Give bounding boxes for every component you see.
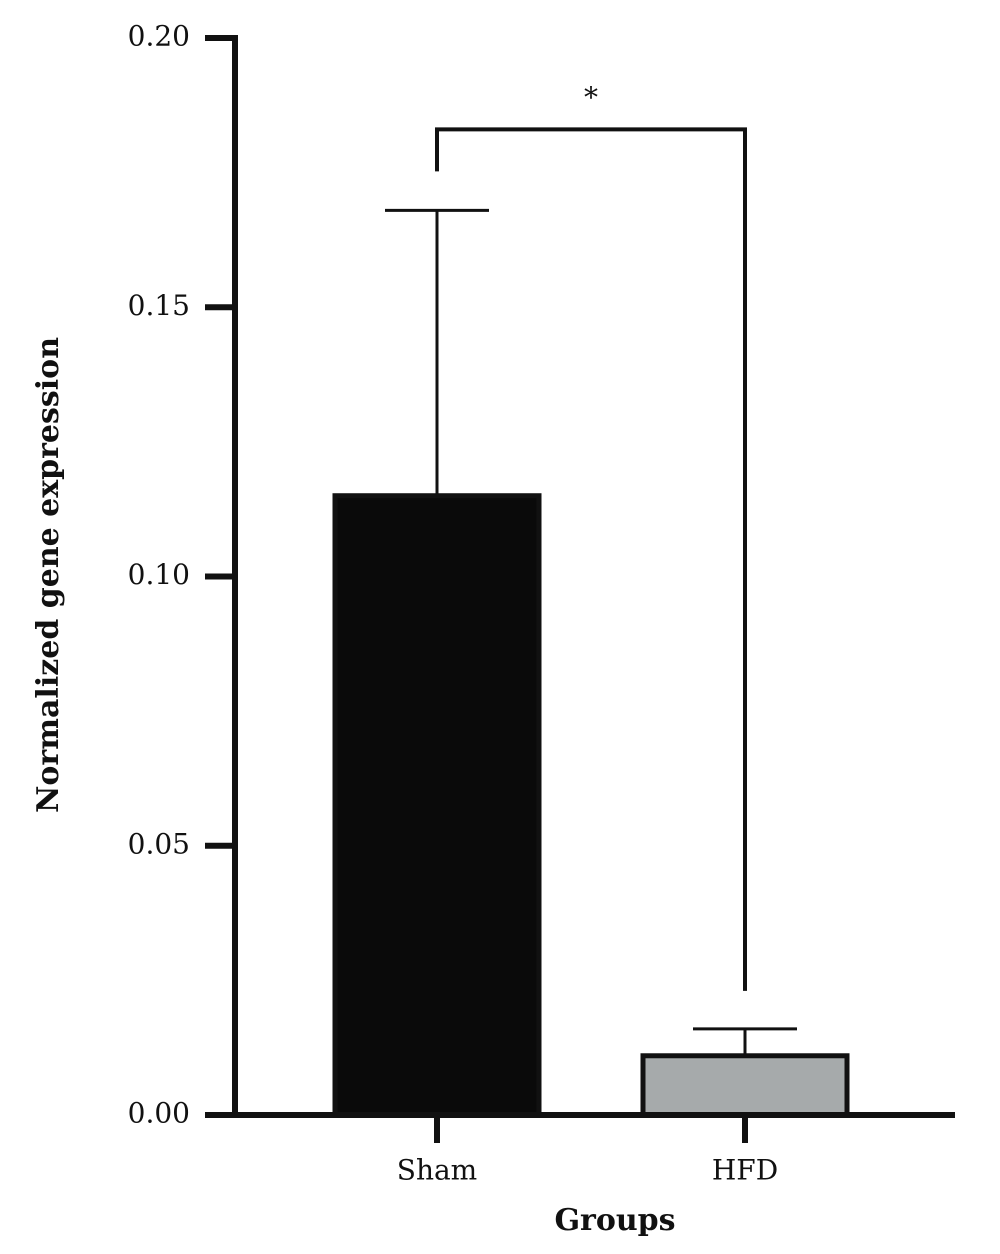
y-tick-label: 0.20: [128, 20, 190, 53]
y-tick-label: 0.10: [128, 558, 190, 591]
y-tick-label: 0.00: [128, 1097, 190, 1130]
bar: [332, 493, 542, 1118]
significance-bracket: [435, 127, 747, 991]
significance-label: *: [584, 81, 598, 114]
x-tick-label: HFD: [712, 1154, 778, 1187]
x-axis-title: Groups: [554, 1203, 675, 1238]
bar: [640, 1053, 850, 1118]
y-tick-label: 0.05: [128, 827, 190, 860]
y-tick-label: 0.15: [128, 289, 190, 322]
y-axis-title: Normalized gene expression: [31, 337, 66, 813]
x-tick-label: Sham: [397, 1154, 477, 1187]
